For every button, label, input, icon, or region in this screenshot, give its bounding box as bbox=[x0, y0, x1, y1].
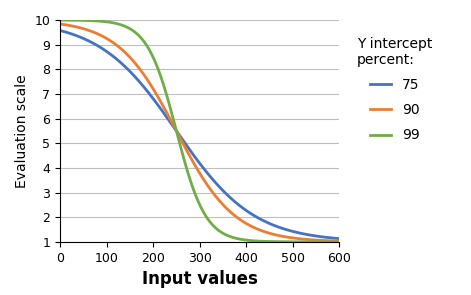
X-axis label: Input values: Input values bbox=[142, 270, 258, 288]
75 bbox=[57, 29, 63, 32]
75 bbox=[328, 236, 334, 240]
Line: 75: 75 bbox=[60, 30, 339, 239]
75 bbox=[328, 236, 334, 240]
75 bbox=[336, 237, 342, 240]
75 bbox=[72, 33, 77, 37]
75 bbox=[277, 226, 283, 229]
99 bbox=[336, 240, 342, 244]
90 bbox=[328, 239, 334, 242]
90 bbox=[72, 25, 77, 28]
90 bbox=[336, 239, 342, 243]
90 bbox=[277, 234, 283, 237]
Line: 99: 99 bbox=[60, 20, 339, 242]
90 bbox=[186, 152, 191, 155]
75 bbox=[186, 146, 191, 150]
99 bbox=[193, 194, 199, 197]
99 bbox=[328, 240, 334, 244]
99 bbox=[277, 240, 283, 243]
90 bbox=[57, 22, 63, 26]
75 bbox=[193, 156, 199, 160]
Legend: 75, 90, 99: 75, 90, 99 bbox=[352, 31, 438, 148]
90 bbox=[193, 165, 199, 168]
99 bbox=[57, 18, 63, 22]
Y-axis label: Evaluation scale: Evaluation scale bbox=[15, 74, 29, 188]
99 bbox=[328, 240, 334, 244]
90 bbox=[328, 239, 334, 242]
Line: 90: 90 bbox=[60, 24, 339, 241]
99 bbox=[186, 173, 191, 176]
99 bbox=[72, 18, 77, 22]
